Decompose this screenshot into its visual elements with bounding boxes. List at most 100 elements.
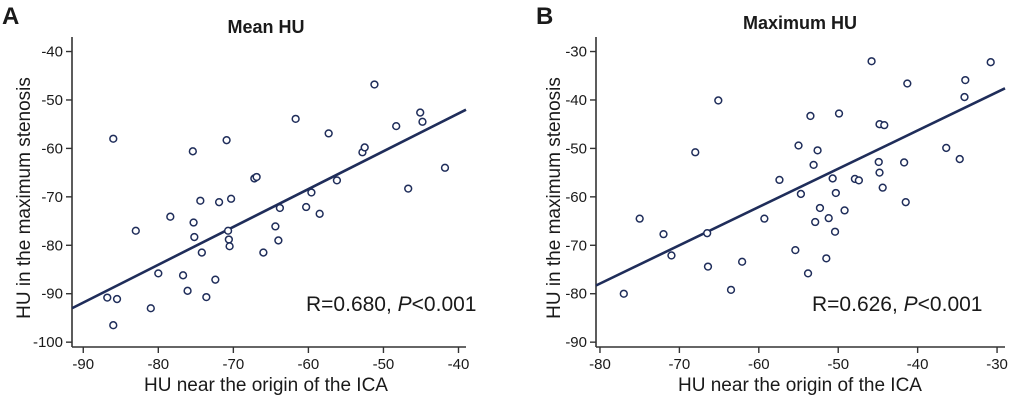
p-value-a: <0.001 — [412, 293, 477, 316]
panel-b: B Maximum HU HU in the maximum stenosis … — [536, 3, 1008, 396]
data-point-a-33 — [324, 129, 333, 138]
data-point-b-34 — [878, 183, 887, 192]
data-point-b-4 — [691, 148, 700, 157]
data-point-b-14 — [796, 189, 806, 199]
data-point-b-6 — [703, 262, 713, 271]
data-point-a-22 — [226, 194, 236, 203]
data-point-b-1 — [635, 214, 644, 223]
x-ticks-a: -90 -80 -70 -60 -50 -40 — [72, 347, 469, 373]
data-points-a — [103, 80, 450, 330]
y-tick-label-b-2: -70 — [565, 237, 587, 254]
data-point-a-28 — [275, 203, 285, 213]
data-point-a-13 — [196, 196, 205, 205]
data-point-b-37 — [901, 198, 910, 207]
data-point-b-3 — [667, 251, 676, 260]
data-point-b-42 — [961, 75, 970, 85]
data-point-a-41 — [418, 117, 427, 126]
y-axis-label-b: HU in the maximum stenosis — [544, 77, 565, 319]
data-point-b-39 — [942, 143, 951, 153]
r-value-b: R=0.626, — [812, 293, 904, 316]
data-point-b-10 — [760, 214, 769, 223]
y-tick-label-b-4: -50 — [565, 140, 587, 157]
chart-title-b: Maximum HU — [743, 13, 857, 33]
data-point-a-21 — [225, 242, 234, 251]
data-point-a-8 — [178, 271, 188, 280]
panel-letter-b: B — [536, 3, 553, 30]
y-tick-label-b-1: -80 — [565, 286, 587, 303]
data-point-b-26 — [834, 109, 844, 118]
data-point-b-16 — [806, 111, 815, 121]
data-point-a-42 — [440, 163, 450, 172]
data-point-a-38 — [392, 121, 401, 131]
data-point-a-6 — [154, 269, 163, 278]
y-tick-label-a-2: -80 — [41, 237, 63, 254]
y-tick-label-a-1: -90 — [41, 286, 63, 303]
y-tick-label-a-4: -60 — [41, 140, 63, 157]
data-point-a-1 — [109, 321, 118, 330]
x-tick-label-a-3: -60 — [298, 356, 320, 373]
regression-line-b — [595, 87, 1006, 287]
data-point-b-32 — [875, 168, 884, 177]
y-tick-label-b-5: -40 — [565, 92, 587, 109]
data-point-a-27 — [274, 236, 283, 245]
data-point-b-41 — [960, 92, 969, 102]
data-point-a-25 — [259, 248, 268, 257]
data-point-b-30 — [867, 57, 876, 66]
data-point-a-5 — [146, 304, 155, 313]
data-point-b-24 — [830, 227, 840, 236]
x-tick-label-a-2: -70 — [223, 356, 245, 373]
data-point-b-43 — [986, 58, 995, 67]
data-point-b-35 — [880, 121, 889, 130]
y-axis-label-a: HU in the maximum stenosis — [14, 77, 35, 319]
data-point-a-19 — [223, 226, 233, 235]
x-tick-label-b-2: -60 — [748, 356, 770, 373]
data-point-a-7 — [166, 212, 175, 221]
correlation-annotation-a: R=0.680, P<0.001 — [306, 293, 477, 316]
data-point-a-29 — [291, 114, 300, 124]
x-ticks-b: -80 -70 -60 -50 -40 -30 — [589, 347, 1008, 373]
data-point-a-37 — [370, 80, 379, 89]
data-point-a-36 — [360, 143, 369, 152]
data-point-b-11 — [775, 175, 784, 185]
data-point-b-25 — [831, 188, 840, 198]
data-point-a-26 — [271, 222, 280, 231]
data-point-a-14 — [197, 248, 206, 257]
x-tick-label-b-5: -30 — [986, 356, 1008, 373]
p-symbol-b: P — [904, 293, 918, 316]
y-tick-label-a-6: -40 — [41, 44, 63, 61]
data-point-b-18 — [811, 217, 820, 227]
data-point-a-12 — [190, 232, 199, 242]
data-point-b-22 — [824, 214, 833, 223]
data-point-b-12 — [791, 245, 800, 255]
data-point-a-32 — [315, 209, 324, 218]
data-point-b-5 — [703, 229, 712, 238]
x-tick-label-a-4: -50 — [373, 356, 395, 373]
data-point-b-9 — [737, 257, 747, 266]
data-point-b-36 — [899, 158, 909, 167]
correlation-annotation-b: R=0.626, P<0.001 — [812, 293, 983, 316]
data-point-b-8 — [726, 285, 736, 294]
data-point-b-38 — [903, 79, 912, 88]
y-tick-label-a-5: -50 — [41, 92, 63, 109]
x-tick-label-b-1: -70 — [669, 356, 691, 373]
data-point-b-0 — [619, 289, 628, 298]
data-point-b-40 — [955, 154, 964, 164]
data-point-a-10 — [188, 147, 197, 156]
data-point-a-0 — [109, 134, 118, 143]
r-value-a: R=0.680, — [306, 293, 398, 316]
x-tick-label-b-0: -80 — [589, 356, 611, 373]
data-point-a-17 — [214, 198, 224, 207]
panel-letter-a: A — [2, 3, 19, 30]
data-point-b-21 — [822, 254, 831, 263]
data-point-a-24 — [252, 172, 261, 182]
y-tick-label-a-3: -70 — [41, 189, 63, 206]
regression-line-a — [71, 108, 467, 310]
data-point-b-23 — [828, 174, 837, 183]
y-tick-label-b-3: -60 — [565, 189, 587, 206]
data-point-b-27 — [840, 206, 849, 215]
data-point-a-30 — [301, 202, 311, 212]
data-point-b-7 — [714, 96, 723, 105]
data-point-b-29 — [854, 176, 864, 185]
